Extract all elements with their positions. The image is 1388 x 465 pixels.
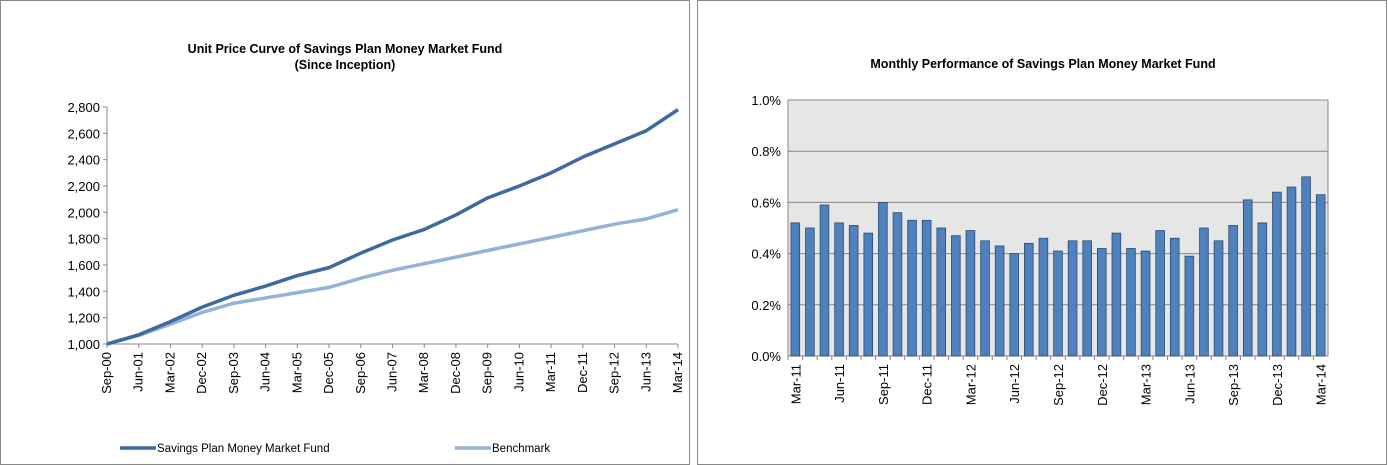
x-tick-label: Jun-13 — [638, 352, 653, 392]
series-line — [106, 208, 679, 346]
x-tick-label: Dec-12 — [1095, 364, 1110, 406]
x-tick-label: Mar-11 — [788, 364, 803, 404]
x-tick-label: Jun-12 — [1007, 364, 1022, 404]
x-tick-label: Sep-00 — [99, 352, 114, 394]
bar — [848, 225, 859, 357]
x-tick-label: Sep-09 — [480, 352, 495, 394]
bar — [1097, 248, 1107, 357]
legend-label: Savings Plan Money Market Fund — [157, 443, 330, 455]
x-tick-label: Sep-12 — [607, 352, 622, 394]
x-tick-label: Dec-05 — [321, 352, 336, 394]
bar — [1009, 253, 1019, 357]
bar — [1053, 250, 1063, 357]
x-tick-label: Sep-03 — [226, 352, 241, 394]
y-tick-label: 0.0% — [751, 349, 781, 364]
x-tick-label: Dec-02 — [194, 352, 209, 394]
x-tick-label: Dec-11 — [575, 352, 590, 393]
x-tick-label: Sep-13 — [1226, 364, 1241, 406]
x-tick-label: Jun-11 — [832, 364, 847, 403]
bar — [980, 240, 990, 357]
x-tick-label: Mar-14 — [670, 352, 685, 393]
y-tick-label: 0.6% — [751, 195, 781, 210]
y-tick-label: 0.2% — [751, 298, 781, 313]
bar — [1315, 194, 1326, 357]
bar — [1155, 230, 1165, 357]
bar — [1301, 176, 1311, 357]
bar — [1242, 199, 1253, 357]
y-tick-label: 1,000 — [67, 337, 100, 352]
x-tick-label: Mar-11 — [543, 352, 558, 392]
y-tick-label: 2,200 — [67, 179, 100, 194]
bar — [921, 219, 932, 357]
bar — [1286, 186, 1297, 357]
bar — [819, 204, 830, 357]
x-tick-label: Jun-13 — [1182, 364, 1197, 404]
y-tick-label: 1,400 — [67, 284, 100, 299]
bar — [1272, 191, 1282, 357]
x-tick-label: Dec-08 — [448, 352, 463, 394]
bar — [1184, 255, 1195, 357]
bar — [1169, 237, 1180, 357]
bar — [965, 230, 976, 357]
bar — [1213, 240, 1224, 357]
legend-label: Benchmark — [492, 443, 550, 455]
chart-subtitle: (Since Inception) — [295, 58, 396, 72]
x-tick-label: Mar-02 — [162, 352, 177, 393]
bar — [936, 227, 947, 357]
x-tick-label: Dec-13 — [1270, 364, 1285, 406]
x-tick-label: Mar-08 — [416, 352, 431, 393]
bar — [863, 232, 874, 357]
y-tick-label: 1.0% — [751, 93, 781, 108]
y-tick-label: 1,200 — [67, 311, 100, 326]
x-tick-label: Sep-06 — [353, 352, 368, 394]
y-tick-label: 0.8% — [751, 144, 781, 159]
x-tick-label: Jun-10 — [511, 352, 526, 392]
bar — [1111, 232, 1122, 357]
bar — [1126, 248, 1136, 357]
bar — [834, 222, 844, 357]
bar — [1228, 225, 1238, 357]
x-tick-label: Jun-04 — [258, 352, 273, 392]
y-tick-label: 2,400 — [67, 153, 100, 168]
x-tick-label: Mar-13 — [1139, 364, 1154, 405]
x-tick-label: Mar-05 — [289, 352, 304, 393]
x-tick-label: Dec-11 — [920, 364, 935, 405]
bar — [1024, 242, 1034, 357]
x-tick-label: Sep-11 — [876, 364, 891, 405]
y-tick-label: 2,800 — [67, 100, 100, 115]
bar — [805, 227, 815, 357]
bar — [1038, 237, 1049, 357]
bar — [892, 212, 903, 357]
bar — [1082, 240, 1092, 357]
x-tick-label: Jun-07 — [385, 352, 400, 392]
x-tick-label: Jun-01 — [131, 352, 146, 392]
bar — [994, 245, 1005, 357]
x-tick-label: Sep-12 — [1051, 364, 1066, 406]
chart-title: Monthly Performance of Savings Plan Mone… — [870, 57, 1215, 71]
bar — [1067, 240, 1078, 357]
series-line — [106, 108, 679, 346]
y-tick-label: 1,800 — [67, 232, 100, 247]
bar — [790, 222, 801, 357]
y-tick-label: 2,000 — [67, 205, 100, 220]
bar — [1140, 250, 1151, 357]
bar — [1257, 222, 1268, 357]
chart: Monthly Performance of Savings Plan Mone… — [751, 57, 1328, 406]
bar — [951, 235, 961, 357]
bar — [1199, 227, 1209, 357]
chart: Unit Price Curve of Savings Plan Money M… — [67, 42, 685, 455]
y-tick-label: 0.4% — [751, 247, 781, 262]
bar — [907, 219, 917, 357]
chart-title: Unit Price Curve of Savings Plan Money M… — [188, 42, 503, 56]
bar — [878, 201, 888, 357]
x-tick-label: Mar-12 — [963, 364, 978, 405]
y-tick-label: 2,600 — [67, 126, 100, 141]
x-tick-label: Mar-14 — [1314, 364, 1329, 405]
y-tick-label: 1,600 — [67, 258, 100, 273]
